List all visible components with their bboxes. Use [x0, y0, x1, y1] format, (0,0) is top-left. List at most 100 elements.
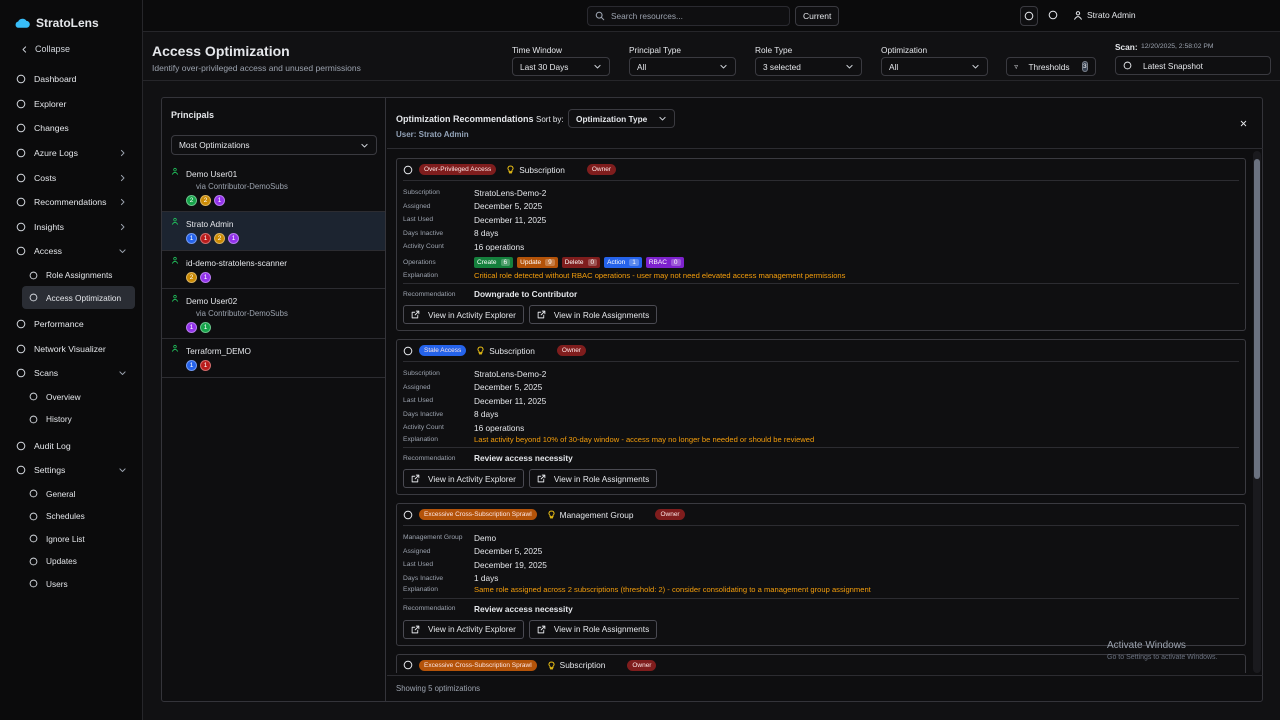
rec-sort[interactable]: Optimization Type: [568, 109, 675, 128]
nav-label: Changes: [34, 123, 69, 134]
search-input[interactable]: Search resources...: [587, 6, 790, 26]
nav-subitem[interactable]: Users: [22, 573, 135, 596]
snapshot-value: Latest Snapshot: [1143, 60, 1203, 71]
nav-item[interactable]: Azure Logs: [9, 141, 135, 166]
snapshot-select[interactable]: Latest Snapshot: [1115, 56, 1271, 75]
icon: [29, 490, 38, 498]
scope-name: Subscription: [519, 164, 565, 175]
nav-label: Performance: [34, 319, 84, 330]
field-value: Demo: [474, 532, 497, 543]
action-button[interactable]: View in Role Assignments: [528, 619, 658, 639]
nav-item[interactable]: Performance: [9, 312, 135, 337]
scope: Management Group: [547, 509, 634, 520]
nav-item[interactable]: Settings: [9, 458, 135, 483]
filter-value: 3 selected: [763, 61, 801, 72]
close-button[interactable]: [1239, 119, 1248, 130]
help-button[interactable]: [1048, 10, 1058, 22]
operation-count: 9: [545, 258, 555, 266]
principal-name: Demo User02: [186, 296, 238, 306]
icon: [846, 64, 853, 69]
principal-row[interactable]: Demo User02 via Contributor-DemoSubs 1 1: [162, 289, 385, 339]
filter-select[interactable]: All: [881, 57, 988, 76]
thresholds-button[interactable]: Thresholds 3: [1006, 57, 1096, 76]
role-tag: Owner: [627, 659, 657, 671]
field-label: Days Inactive: [403, 410, 444, 418]
action-button[interactable]: View in Role Assignments: [528, 305, 658, 324]
field-row: Last Used December 19, 2025: [403, 558, 1239, 572]
icon: [1240, 120, 1247, 127]
principal-via: via Contributor-DemoSubs: [196, 182, 288, 191]
action-button[interactable]: View in Activity Explorer: [403, 469, 524, 488]
scroll-thumb: [1254, 159, 1260, 479]
field-value: December 5, 2025: [474, 382, 543, 393]
action-button[interactable]: View in Activity Explorer: [403, 305, 524, 324]
filter-select[interactable]: All: [629, 57, 736, 76]
nav-item[interactable]: Audit Log: [9, 434, 135, 459]
field-row: Days Inactive 8 days: [403, 408, 1239, 422]
field-label: Assigned: [403, 547, 431, 555]
action-button[interactable]: View in Role Assignments: [528, 469, 658, 488]
nav-item[interactable]: Network Visualizer: [9, 336, 135, 361]
count-badge: 2: [214, 233, 225, 244]
nav-item[interactable]: Access: [9, 239, 135, 264]
icon: [29, 535, 38, 543]
field-row: Days Inactive 1 days: [403, 572, 1239, 586]
icon: [361, 143, 368, 147]
actions: View in Activity Explorer View in Role As…: [403, 619, 1239, 639]
nav-subitem[interactable]: Ignore List: [22, 528, 135, 551]
nav-item[interactable]: Explorer: [9, 92, 135, 117]
theme-toggle[interactable]: [1020, 6, 1038, 26]
user-menu[interactable]: Strato Admin: [1073, 10, 1136, 20]
nav-item[interactable]: Costs: [9, 165, 135, 190]
action-button[interactable]: View in Activity Explorer: [403, 619, 524, 639]
icon: [537, 625, 546, 633]
icon: [411, 310, 420, 319]
principals-sort[interactable]: Most Optimizations: [171, 135, 377, 155]
count-badge: 1: [200, 271, 211, 283]
current-button[interactable]: Current: [795, 6, 840, 26]
sort-label: Sort by:: [536, 115, 564, 124]
filter-select[interactable]: Last 30 Days: [512, 57, 610, 76]
nav-item[interactable]: Insights: [9, 215, 135, 240]
brand-name: StratoLens: [36, 16, 99, 30]
collapse-button[interactable]: Collapse: [20, 44, 70, 54]
actions: View in Activity Explorer View in Role As…: [403, 469, 1239, 488]
nav-item[interactable]: Changes: [9, 116, 135, 141]
icon: [16, 124, 26, 133]
principal-icon: [171, 294, 179, 304]
nav-subitem[interactable]: Role Assignments: [22, 264, 135, 287]
icon: [548, 661, 555, 669]
nav-item[interactable]: Recommendations: [9, 190, 135, 215]
icon: [16, 319, 26, 329]
scope-name: Management Group: [559, 509, 634, 520]
principal-row[interactable]: id-demo-stratolens-scanner 2 1: [162, 251, 385, 289]
field-label: Explanation: [403, 435, 438, 443]
field-row: Last Used December 11, 2025: [403, 394, 1239, 408]
nav-subitem[interactable]: Overview: [22, 386, 135, 409]
scope: Subscription: [547, 660, 605, 670]
nav-subitem[interactable]: Updates: [22, 550, 135, 573]
nav-item[interactable]: Dashboard: [9, 67, 135, 92]
nav-subitem[interactable]: Schedules: [22, 505, 135, 528]
nav-item[interactable]: Scans: [9, 361, 135, 386]
nav-subitem[interactable]: Access Optimization: [22, 286, 135, 309]
field-label: Management Group: [403, 534, 463, 542]
icon: [537, 310, 546, 319]
filter-select[interactable]: 3 selected: [755, 57, 862, 76]
principal-row[interactable]: Strato Admin 1 1 2 1: [162, 212, 385, 251]
nav-subitem[interactable]: General: [22, 483, 135, 506]
nav-label: Network Visualizer: [34, 343, 106, 354]
operation-chip: Action 1: [604, 256, 642, 268]
principal-row[interactable]: Demo User01 via Contributor-DemoSubs 2 2 1: [162, 162, 385, 212]
count-badge: 2: [186, 271, 197, 283]
role-tag: Owner: [655, 509, 685, 520]
nav-subitem[interactable]: History: [22, 408, 135, 431]
explanation: Same role assigned across 2 subscription…: [474, 585, 871, 595]
principal-row[interactable]: Terraform_DEMO 1 1: [162, 339, 385, 378]
nav-label: Overview: [46, 391, 81, 402]
results-count: Showing 5 optimizations: [396, 684, 481, 693]
icon: [15, 18, 30, 28]
icon: [595, 11, 605, 21]
